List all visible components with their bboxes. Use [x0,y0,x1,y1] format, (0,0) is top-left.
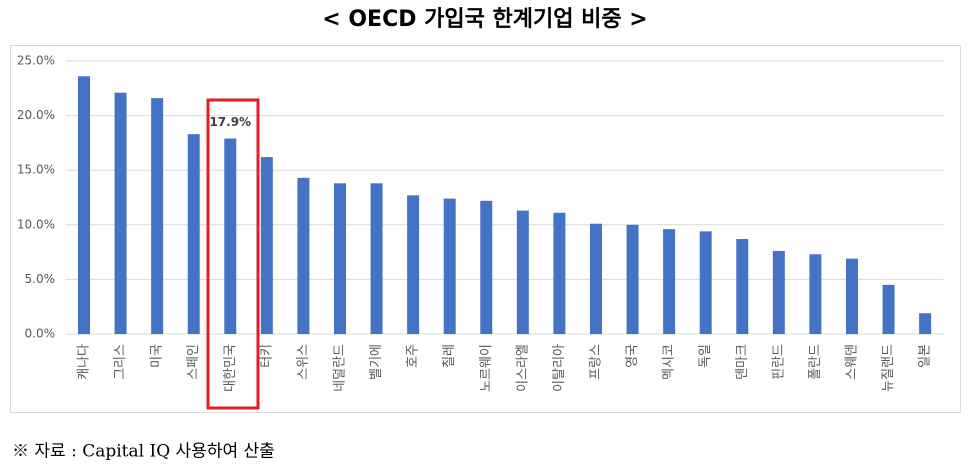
bar [77,76,90,335]
x-tick-label: 일본 [918,344,933,368]
bar [919,313,932,334]
x-tick-label: 스웨덴 [844,344,859,380]
bar [845,258,858,334]
bar [736,238,749,334]
bar [297,177,310,334]
x-tick-label: 뉴질랜드 [881,344,896,392]
bar [260,157,273,334]
x-tick-label: 스페인 [186,344,201,380]
bar [553,212,566,334]
x-tick-label: 노르웨이 [479,344,494,392]
y-tick-label: 20.0% [17,108,55,122]
bar [809,254,822,334]
bar [151,98,164,335]
x-tick-label: 이스라엘 [515,344,530,392]
x-tick-label: 독일 [698,344,713,368]
bar [663,229,676,334]
highlight-box [206,98,260,410]
bar [443,198,456,334]
data-label: 17.9% [209,115,251,129]
source-note: ※ 자료 : Capital IQ 사용하여 산출 [12,442,275,462]
bar [516,210,529,334]
x-tick-label: 프랑스 [588,344,603,380]
bar [333,183,346,334]
bar [407,195,420,334]
bar [699,231,712,334]
x-tick-label: 그리스 [113,344,128,380]
x-tick-label: 네덜란드 [332,344,347,392]
y-tick-label: 10.0% [17,217,55,231]
bar [114,92,127,334]
x-tick-label: 폴란드 [808,344,823,380]
x-tick-label: 스위스 [296,344,311,380]
bar [224,138,237,334]
x-tick-label: 호주 [406,344,421,368]
y-tick-label: 0.0% [25,327,56,341]
x-tick-label: 핀란드 [771,344,786,380]
bar [370,183,383,334]
bar [772,251,785,334]
bar [187,134,200,334]
x-tick-label: 영국 [625,344,640,368]
x-tick-label: 미국 [150,344,165,368]
chart-frame [10,45,961,413]
x-tick-label: 이탈리아 [552,344,567,392]
x-tick-label: 칠레 [442,344,457,368]
x-tick-label: 터키 [259,344,274,368]
bar [589,223,602,334]
y-tick-label: 15.0% [17,163,55,177]
x-tick-label: 덴마크 [735,344,750,380]
chart-title: < OECD 가입국 한계기업 비중 > [322,7,647,32]
x-tick-label: 대한민국 [223,344,238,392]
bar [480,200,493,334]
x-tick-label: 캐나다 [76,344,91,380]
y-tick-label: 5.0% [25,272,56,286]
bar [882,284,895,334]
bar [626,224,639,334]
x-tick-label: 벨기에 [369,344,384,380]
x-tick-label: 멕시코 [662,344,677,380]
y-tick-label: 25.0% [17,54,55,68]
